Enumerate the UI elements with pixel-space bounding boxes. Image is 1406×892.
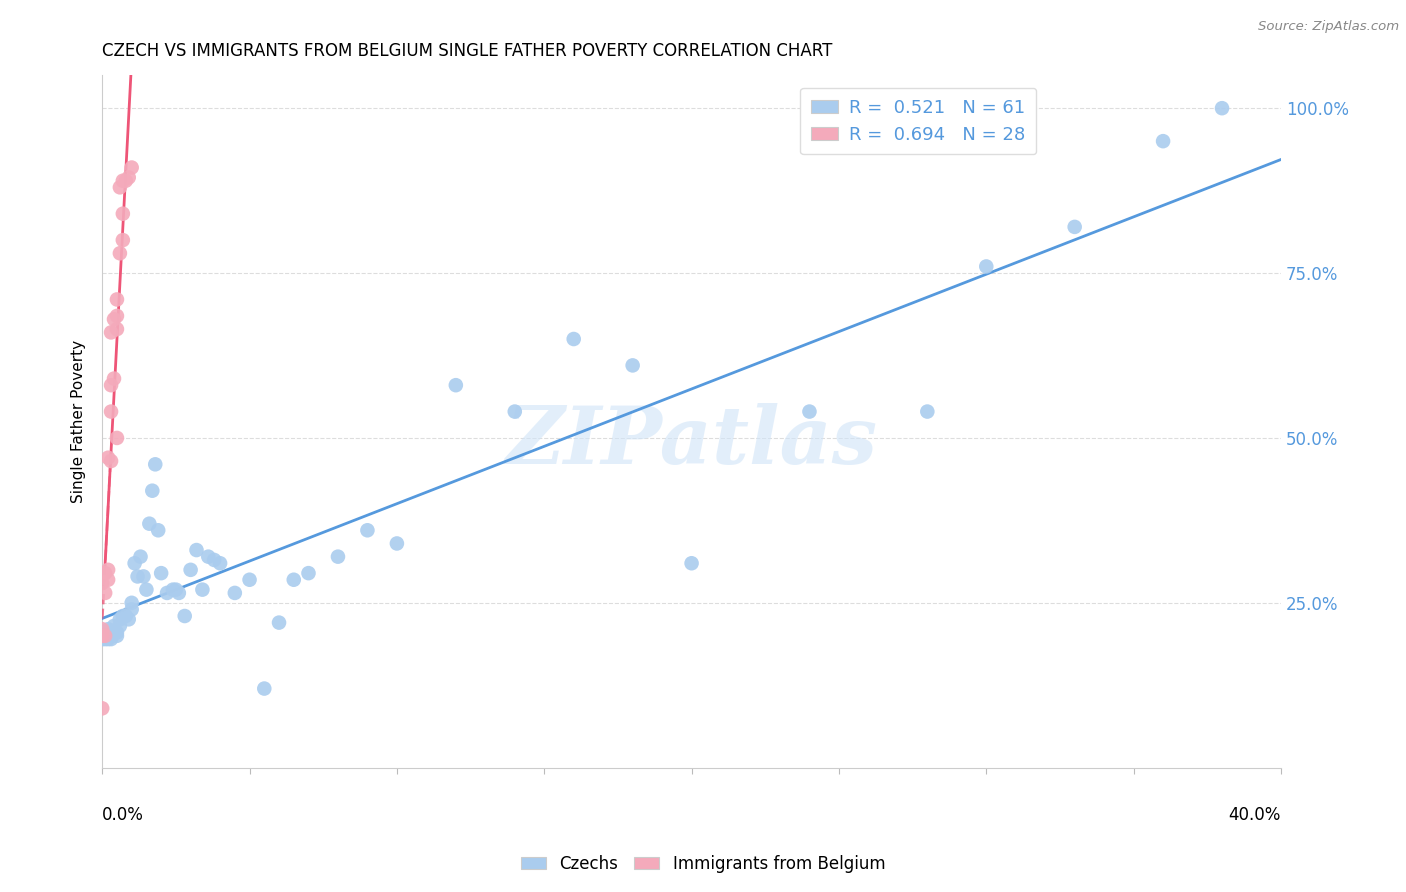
Text: 40.0%: 40.0% <box>1229 805 1281 824</box>
Point <box>100 378 122 392</box>
Point <box>94 632 117 646</box>
Legend: Czechs, Immigrants from Belgium: Czechs, Immigrants from Belgium <box>515 848 891 880</box>
Point <box>209 556 232 570</box>
Point <box>97 563 120 577</box>
Point <box>180 563 202 577</box>
Point <box>111 174 134 188</box>
Point <box>197 549 219 564</box>
Point <box>621 359 644 373</box>
Point <box>108 612 131 626</box>
Point <box>162 582 184 597</box>
Point <box>91 629 114 643</box>
Text: Source: ZipAtlas.com: Source: ZipAtlas.com <box>1258 20 1399 33</box>
Y-axis label: Single Father Poverty: Single Father Poverty <box>72 340 86 503</box>
Point <box>385 536 408 550</box>
Point <box>121 161 143 175</box>
Point <box>94 586 117 600</box>
Point <box>103 619 125 633</box>
Point <box>150 566 173 581</box>
Point <box>283 573 305 587</box>
Point <box>94 625 117 640</box>
Point <box>94 629 117 643</box>
Point <box>167 586 190 600</box>
Point <box>118 170 141 185</box>
Point <box>97 450 120 465</box>
Legend: R =  0.521   N = 61, R =  0.694   N = 28: R = 0.521 N = 61, R = 0.694 N = 28 <box>800 87 1036 154</box>
Point <box>103 625 125 640</box>
Point <box>105 322 128 336</box>
Point <box>143 458 166 472</box>
Point <box>105 293 128 307</box>
Point <box>100 454 122 468</box>
Point <box>108 619 131 633</box>
Point <box>105 431 128 445</box>
Text: CZECH VS IMMIGRANTS FROM BELGIUM SINGLE FATHER POVERTY CORRELATION CHART: CZECH VS IMMIGRANTS FROM BELGIUM SINGLE … <box>103 42 832 60</box>
Point <box>100 632 122 646</box>
Point <box>138 516 160 531</box>
Point <box>94 629 117 643</box>
Point <box>503 404 526 418</box>
Point <box>173 609 195 624</box>
Point <box>1063 219 1085 234</box>
Point <box>165 582 187 597</box>
Point <box>97 622 120 636</box>
Point <box>108 246 131 260</box>
Point <box>238 573 260 587</box>
Text: ZIPatlas: ZIPatlas <box>506 403 877 481</box>
Point <box>111 233 134 247</box>
Point <box>111 609 134 624</box>
Point <box>224 586 246 600</box>
Point <box>97 632 120 646</box>
Point <box>326 549 349 564</box>
Point <box>356 523 378 537</box>
Point <box>91 632 114 646</box>
Point <box>562 332 585 346</box>
Point <box>121 602 143 616</box>
Point <box>103 312 125 326</box>
Point <box>105 629 128 643</box>
Point <box>681 556 703 570</box>
Point <box>91 622 114 636</box>
Point <box>121 596 143 610</box>
Point <box>94 566 117 581</box>
Point <box>141 483 163 498</box>
Point <box>91 629 114 643</box>
Point <box>917 404 939 418</box>
Point <box>97 573 120 587</box>
Point <box>100 625 122 640</box>
Point <box>100 404 122 418</box>
Point <box>105 309 128 323</box>
Point <box>202 553 225 567</box>
Point <box>253 681 276 696</box>
Point <box>127 569 149 583</box>
Point <box>148 523 170 537</box>
Point <box>186 543 208 558</box>
Point <box>108 180 131 194</box>
Point <box>132 569 155 583</box>
Point <box>974 260 997 274</box>
Point <box>114 609 136 624</box>
Point <box>91 576 114 591</box>
Point <box>118 612 141 626</box>
Point <box>114 174 136 188</box>
Point <box>799 404 821 418</box>
Point <box>103 371 125 385</box>
Point <box>129 549 152 564</box>
Point <box>111 207 134 221</box>
Point <box>91 701 114 715</box>
Point <box>156 586 179 600</box>
Point <box>297 566 319 581</box>
Point <box>444 378 467 392</box>
Point <box>191 582 214 597</box>
Point <box>1152 134 1174 148</box>
Text: 0.0%: 0.0% <box>103 805 143 824</box>
Point <box>105 625 128 640</box>
Point <box>124 556 146 570</box>
Point <box>1211 101 1233 115</box>
Point <box>267 615 290 630</box>
Point <box>135 582 157 597</box>
Point <box>100 326 122 340</box>
